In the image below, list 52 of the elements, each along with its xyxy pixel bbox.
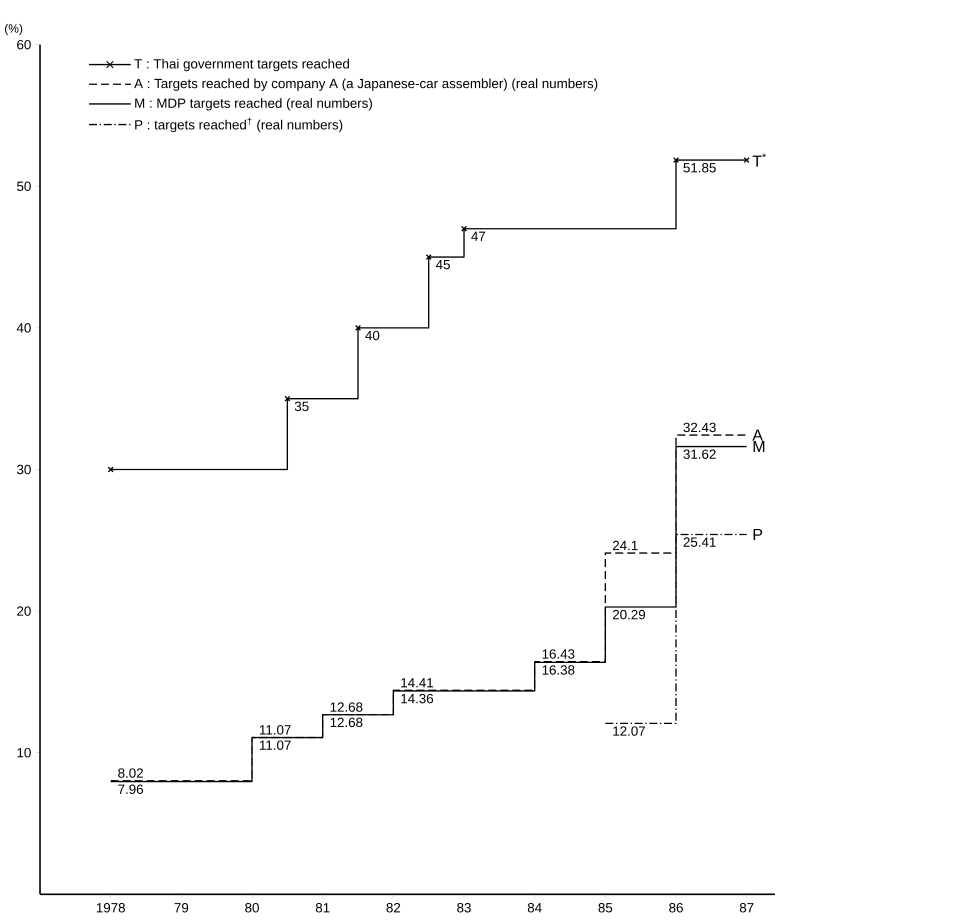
data-label: 35 <box>294 401 309 411</box>
data-label: 8.02 <box>118 768 143 778</box>
data-label: 31.62 <box>683 449 716 459</box>
legend-label: M : MDP targets reached (real numbers) <box>135 98 372 110</box>
annotation: P <box>754 528 762 540</box>
point <box>108 466 114 472</box>
x-tick-label: 83 <box>457 902 471 912</box>
data-label: 20.29 <box>612 610 646 620</box>
x-tick-label: 1978 <box>96 902 125 912</box>
data-label: 32.43 <box>683 422 716 432</box>
point <box>284 396 290 402</box>
data-label: 12.68 <box>330 702 362 712</box>
y-tick-label: 30 <box>16 464 31 474</box>
data-label: 14.36 <box>401 694 434 704</box>
data-label: 24.1 <box>612 540 638 550</box>
x-tick-label: 81 <box>316 902 330 912</box>
point <box>426 254 432 260</box>
data-label: 12.68 <box>330 718 362 727</box>
x-tick-label: 84 <box>528 902 542 912</box>
x-tick-label: 82 <box>386 902 400 912</box>
data-label: 16.38 <box>542 665 574 675</box>
data-label: 47 <box>471 232 486 241</box>
x-tick-label: 80 <box>245 902 259 912</box>
data-label: 25.41 <box>684 537 716 547</box>
annotation: T$^{*}$ <box>752 153 766 166</box>
annotation: M <box>754 440 764 452</box>
point <box>354 324 362 331</box>
data-label: 11.07 <box>260 725 291 734</box>
legend-label: P : targets reached$^{†}$ (real numbers) <box>135 118 342 132</box>
y-tick-label: 20 <box>17 606 31 616</box>
annotation: A <box>752 429 763 440</box>
y-tick-label: 10 <box>18 748 31 758</box>
y-tick-label: 50 <box>17 181 31 191</box>
data-label: 51.85 <box>683 162 716 172</box>
x-tick-label: 79 <box>174 902 188 912</box>
y-tick-label: 40 <box>16 323 31 332</box>
x-tick-label: 86 <box>669 902 683 912</box>
y-tick-label: 60 <box>17 40 31 50</box>
legend-label: T : Thai government targets reached <box>134 58 349 72</box>
data-label: 40 <box>365 330 380 340</box>
point <box>672 156 680 163</box>
data-label: 14.41 <box>401 678 434 688</box>
data-label: 45 <box>436 260 450 270</box>
data-label: 11.07 <box>260 740 291 750</box>
x-tick-label: 85 <box>598 902 612 912</box>
data-label: 16.43 <box>542 649 574 659</box>
x-tick-label: 87 <box>740 902 754 912</box>
point <box>460 226 468 232</box>
y-axis-title: (%) <box>5 24 22 35</box>
legend-label: A : Targets reached by company A (a Japanese-car assembler) (real numbers) <box>134 78 598 91</box>
data-label: 7.96 <box>118 784 143 794</box>
data-label: 12.07 <box>613 726 645 736</box>
